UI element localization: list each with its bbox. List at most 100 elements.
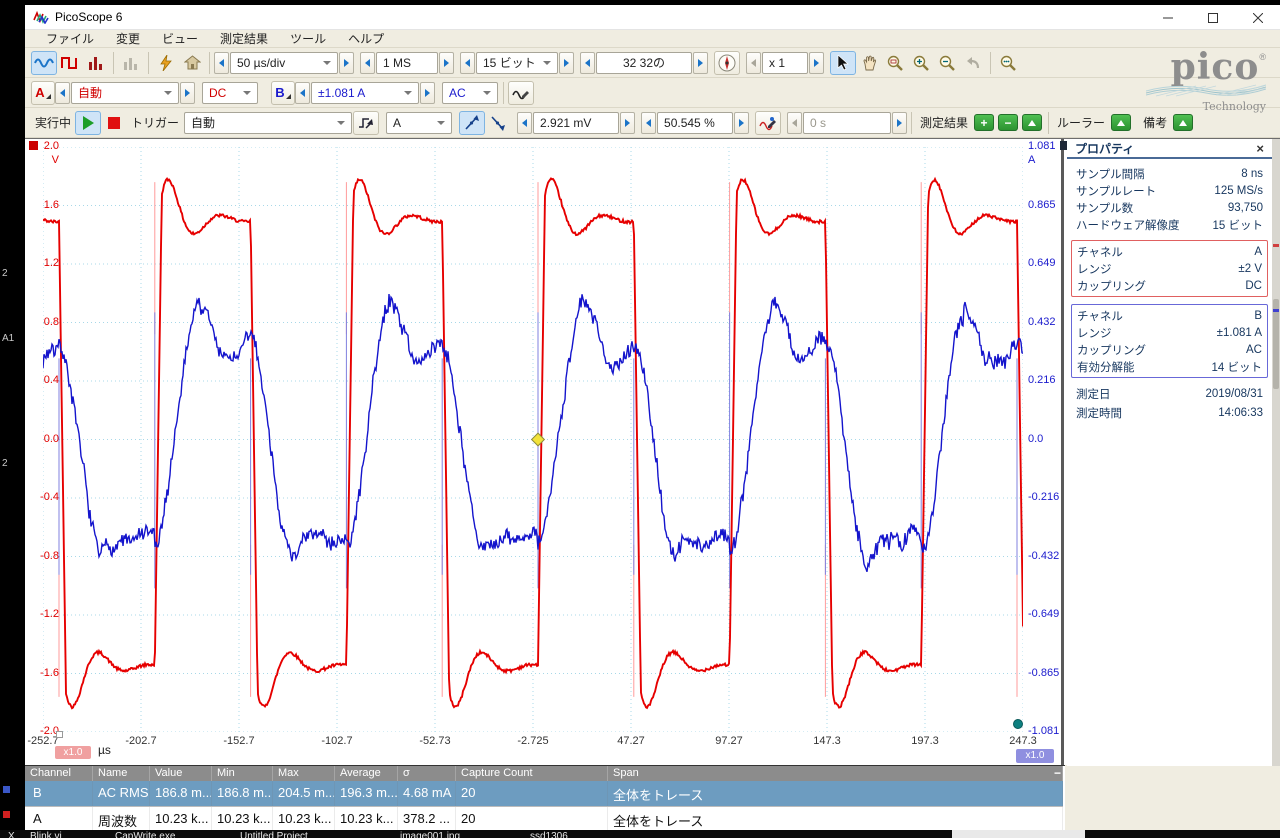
table-header-capture-count[interactable]: Capture Count xyxy=(456,766,608,781)
delay-decrease-disabled[interactable] xyxy=(787,112,802,134)
channel-a-range-prev[interactable] xyxy=(55,82,70,104)
menu-item-0[interactable]: ファイル xyxy=(35,30,105,47)
buffer-prev-button[interactable] xyxy=(580,52,595,74)
menu-item-1[interactable]: 変更 xyxy=(105,30,151,47)
buffer-next-button[interactable] xyxy=(693,52,708,74)
undo-zoom-tool[interactable] xyxy=(960,51,986,75)
menu-item-2[interactable]: ビュー xyxy=(151,30,209,47)
table-row-channel-a[interactable]: A周波数10.23 k...10.23 k...10.23 k...10.23 … xyxy=(25,806,1063,831)
table-header-span[interactable]: Span xyxy=(608,766,1063,781)
channel-b-range-prev[interactable] xyxy=(295,82,310,104)
menu-item-3[interactable]: 測定結果 xyxy=(209,30,279,47)
channel-b-range-select[interactable]: ±1.081 A xyxy=(311,82,419,104)
spectrum-view-button[interactable] xyxy=(83,51,109,75)
advanced-trigger-button[interactable] xyxy=(353,111,379,135)
pretrigger-increase[interactable] xyxy=(734,112,749,134)
resolution-next-button[interactable] xyxy=(559,52,574,74)
properties-close-button[interactable]: × xyxy=(1256,141,1264,156)
table-header-value[interactable]: Value xyxy=(150,766,212,781)
zoom-factor-increase-button[interactable] xyxy=(809,52,824,74)
zoom-factor-field[interactable]: x 1 xyxy=(762,52,808,74)
close-button[interactable] xyxy=(1235,5,1280,30)
rulers-button[interactable] xyxy=(1111,114,1131,131)
falling-edge-button[interactable] xyxy=(485,111,511,135)
menu-item-4[interactable]: ツール xyxy=(279,30,337,47)
taskbar-active-item[interactable] xyxy=(952,830,1085,838)
table-header-average[interactable]: Average xyxy=(335,766,398,781)
close-icon xyxy=(1253,13,1263,23)
marquee-zoom-tool[interactable] xyxy=(882,51,908,75)
zoom-factor-decrease-button[interactable] xyxy=(746,52,761,74)
timebase-next-button[interactable] xyxy=(339,52,354,74)
zoom-full-tool[interactable] xyxy=(995,51,1021,75)
samples-decrease-button[interactable] xyxy=(360,52,375,74)
maximize-button[interactable] xyxy=(1190,5,1235,30)
trigger-mode-select[interactable]: 自動 xyxy=(184,112,352,134)
waveform-plot[interactable] xyxy=(43,147,1023,732)
minimize-button[interactable] xyxy=(1145,5,1190,30)
resolution-select[interactable]: 15 ビット xyxy=(476,52,558,74)
trigger-level-increase[interactable] xyxy=(620,112,635,134)
axis-drag-handle[interactable] xyxy=(56,731,63,738)
scope-view-icon xyxy=(34,56,54,70)
taskbar-item[interactable]: CapWrite.exe xyxy=(115,830,175,838)
channel-b-range-next[interactable] xyxy=(420,82,435,104)
taskbar-item[interactable]: Blink.vi xyxy=(30,830,62,838)
zoom-out-tool[interactable] xyxy=(934,51,960,75)
table-collapse-button[interactable]: − xyxy=(1054,766,1061,780)
table-row-channel-b[interactable]: BAC RMS186.8 m...186.8 m...204.5 m...196… xyxy=(25,781,1063,806)
timebase-select[interactable]: 50 µs/div xyxy=(230,52,338,74)
pretrigger-field[interactable]: 50.545 % xyxy=(657,112,733,134)
properties-header: プロパティ × xyxy=(1067,139,1272,159)
buffer-navigator-button[interactable] xyxy=(714,51,740,75)
trigger-level-field[interactable]: 2.921 mV xyxy=(533,112,619,134)
home-button[interactable] xyxy=(179,51,205,75)
resolution-prev-button[interactable] xyxy=(460,52,475,74)
samples-field[interactable]: 1 MS xyxy=(376,52,438,74)
menu-item-5[interactable]: ヘルプ xyxy=(337,30,395,47)
normal-selection-tool[interactable] xyxy=(830,51,856,75)
hand-tool[interactable] xyxy=(856,51,882,75)
trigger-marker-diamond[interactable] xyxy=(532,433,545,446)
channel-b-options-button[interactable]: B xyxy=(271,81,295,105)
persistence-view-button-disabled[interactable] xyxy=(118,51,144,75)
probes-button[interactable] xyxy=(508,81,534,105)
edit-measurement-button[interactable] xyxy=(1022,114,1042,131)
channel-b-ground-marker[interactable] xyxy=(1013,719,1023,729)
channel-a-options-button[interactable]: A xyxy=(31,81,55,105)
add-measurement-button[interactable]: + xyxy=(974,114,994,131)
channel-b-coupling-select[interactable]: AC xyxy=(442,82,498,104)
run-button[interactable] xyxy=(75,111,101,135)
timebase-prev-button[interactable] xyxy=(214,52,229,74)
scope-chart[interactable]: 2.01.61.20.80.40.0-0.4-0.8-1.2-1.6-2.0V … xyxy=(25,139,1064,766)
delay-increase-disabled[interactable] xyxy=(892,112,907,134)
scrollbar-thumb[interactable] xyxy=(1273,299,1279,389)
remove-measurement-button[interactable]: − xyxy=(998,114,1018,131)
table-header-name[interactable]: Name xyxy=(93,766,150,781)
table-header-min[interactable]: Min xyxy=(212,766,273,781)
trigger-marker-button[interactable] xyxy=(755,111,781,135)
stop-button[interactable] xyxy=(101,111,127,135)
table-header-max[interactable]: Max xyxy=(273,766,335,781)
trigger-source-select[interactable]: A xyxy=(386,112,452,134)
taskbar-item[interactable]: X xyxy=(8,830,15,838)
zoom-in-tool[interactable] xyxy=(908,51,934,75)
rising-edge-button[interactable] xyxy=(459,111,485,135)
samples-increase-button[interactable] xyxy=(439,52,454,74)
channel-a-range-select[interactable]: 自動 xyxy=(71,82,179,104)
taskbar-item[interactable]: ssd1306 xyxy=(530,830,568,838)
pretrigger-decrease[interactable] xyxy=(641,112,656,134)
vertical-scrollbar[interactable] xyxy=(1272,139,1280,766)
scope-view-button[interactable] xyxy=(31,51,57,75)
channel-a-coupling-select[interactable]: DC xyxy=(202,82,258,104)
table-header-σ[interactable]: σ xyxy=(398,766,456,781)
table-header-channel[interactable]: Channel xyxy=(25,766,93,781)
taskbar-item[interactable]: Untitled Project xyxy=(240,830,308,838)
square-wave-view-button[interactable] xyxy=(57,51,83,75)
trigger-level-decrease[interactable] xyxy=(517,112,532,134)
channel-a-range-next[interactable] xyxy=(180,82,195,104)
buffer-field[interactable]: 32 32の xyxy=(596,52,692,74)
notes-button[interactable] xyxy=(1173,114,1193,131)
taskbar-item[interactable]: image001.jpg xyxy=(400,830,460,838)
auto-setup-button[interactable] xyxy=(153,51,179,75)
